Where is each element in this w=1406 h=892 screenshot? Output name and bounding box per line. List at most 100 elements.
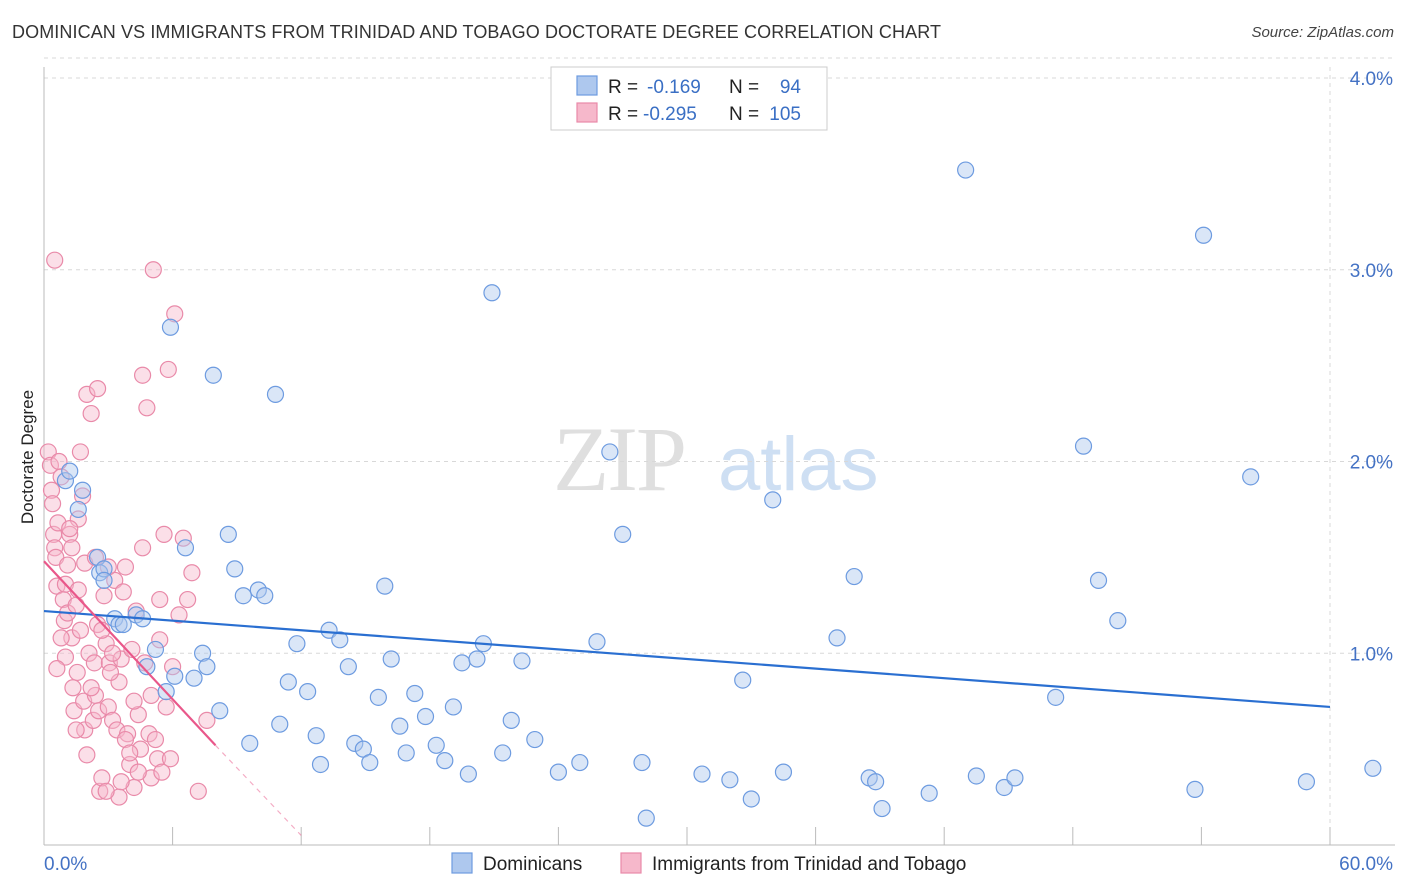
trinidad-point [161,750,180,768]
dominican-point [161,318,180,336]
trinidad-point [61,520,79,538]
trinidad-point [88,380,107,398]
trinidad-point [151,590,169,609]
dominican-point [483,284,501,302]
dominican-point [73,481,92,499]
dominican-point [146,640,165,659]
series-trinidad-points [39,251,216,806]
trinidad-point [97,782,115,800]
trinidad-point [52,629,70,647]
trinidad-point [82,679,100,697]
dominican-point [61,462,79,480]
dominican-point [571,753,589,772]
watermark-atlas: atlas [718,422,879,507]
trinidad-point [48,659,66,678]
trinidad-point [142,686,160,705]
dominican-point [369,688,387,706]
trinidad-point [114,583,132,601]
dominican-point [226,560,244,578]
y-tick-label-3: 4.0% [1350,69,1393,90]
trinidad-point [140,725,158,743]
dominican-point [204,366,222,384]
dominican-point [444,698,462,716]
legend-swatch-trinidad [576,102,598,123]
dominican-point [494,744,512,762]
trinidad-point [129,763,147,781]
trinidad-point [95,587,113,605]
dominican-point [307,727,325,745]
trinidad-point [97,635,115,653]
dominican-point [867,773,885,791]
trinidad-point [103,711,122,729]
dominican-point [361,753,379,772]
dominican-point [601,443,619,461]
dominican-point [526,730,544,749]
source-label: Source: ZipAtlas.com [1251,24,1394,41]
axes [43,67,1395,846]
trinidad-point [103,644,122,662]
dominican-point [376,577,394,595]
watermark-zip: ZIP [553,408,685,510]
trinidad-point [80,644,98,662]
dominican-point [198,658,216,676]
trinidad-point [157,698,175,716]
trinidad-point [93,769,111,787]
trinidad-point [67,721,85,739]
dominican-point [339,658,357,676]
trinidad-point [43,495,62,513]
dominican-point [391,717,409,735]
trinidad-point [91,782,109,800]
dominican-point [1074,437,1093,455]
trinidad-point [78,385,96,403]
trinidad-point [123,640,141,659]
legend-n-label-1: N = [729,77,759,98]
dominican-point [185,669,203,687]
trinidad-point [133,539,152,557]
trinidad-point [67,596,85,614]
legend-r-label-1: R = [608,77,638,98]
dominican-point [194,644,212,662]
trend-line-trinidad [43,560,217,747]
trinidad-point [78,746,96,764]
trinidad-point [153,763,171,781]
legend-n-label-2: N = [729,104,759,125]
dominican-point [311,755,330,774]
dominican-point [845,567,863,586]
trinidad-point [189,782,207,800]
dominican-point [614,525,632,543]
trinidad-point [110,673,128,691]
dominican-point [397,744,415,762]
bottom-legend-swatch-trinidad [620,852,642,874]
dominican-point [633,753,651,772]
dominican-point [1006,769,1024,787]
trinidad-point [159,360,177,379]
trinidad-point [90,702,108,720]
dominican-point [138,658,156,676]
dominican-point [249,581,267,599]
dominican-point [219,525,237,543]
trinidad-point [71,443,90,461]
legend-r-label-2: R = [608,104,638,125]
y-tick-label-2: 3.0% [1350,261,1393,282]
dominican-point [1089,571,1108,589]
series-dominicans-points [56,161,1382,827]
dominican-point [637,809,655,827]
dominican-point [774,763,793,781]
dominican-point [271,715,289,733]
trend-lines [43,560,1331,836]
dominican-point [416,707,435,726]
dominican-point [382,650,400,668]
dominican-point [828,629,846,647]
dominican-point [967,767,985,785]
trinidad-point [121,744,139,762]
trinidad-point [42,481,61,499]
trinidad-point [56,648,75,666]
dominican-point [721,771,739,789]
trinidad-point [63,539,81,557]
legend-n-value-2: 105 [769,104,801,125]
trinidad-point [112,650,130,668]
dominican-point [406,684,424,703]
trinidad-point [101,663,120,682]
dominican-point [468,650,486,668]
